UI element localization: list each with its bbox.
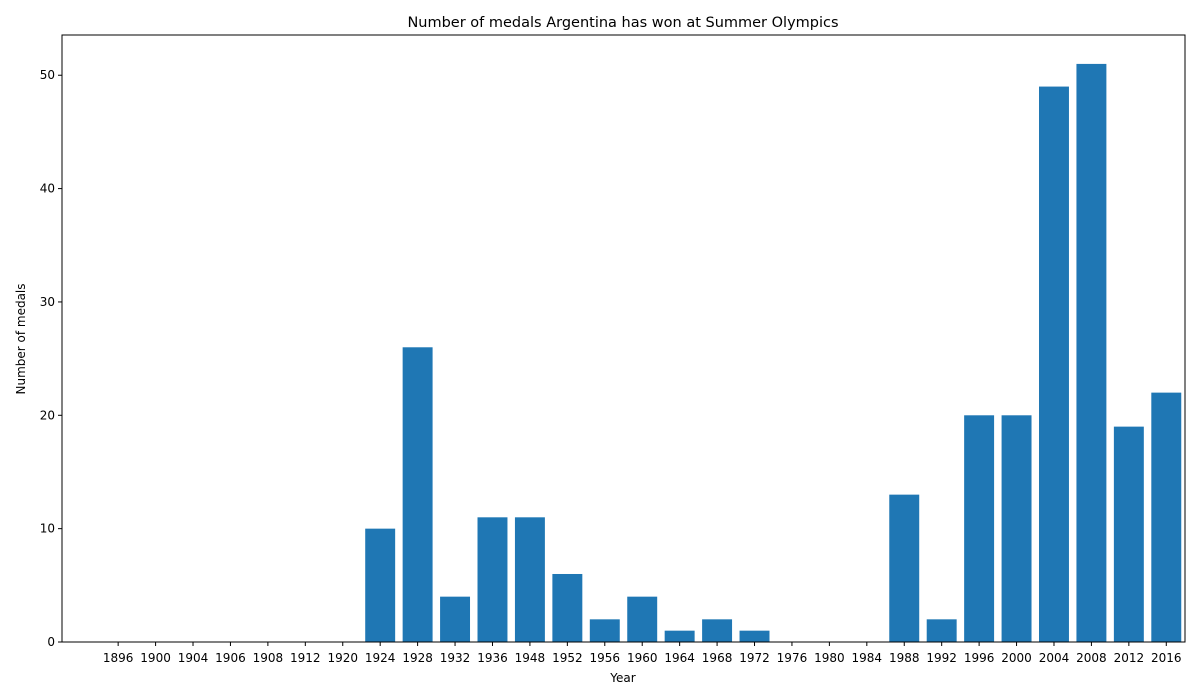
x-tick-label-1984: 1984 (852, 651, 883, 665)
y-tick-label: 10 (40, 522, 55, 536)
bar-1932 (440, 596, 471, 642)
bar-1964 (664, 630, 695, 642)
x-tick-label-1936: 1936 (477, 651, 508, 665)
x-tick-label-1988: 1988 (889, 651, 920, 665)
x-tick-label-1928: 1928 (402, 651, 433, 665)
x-tick-label-1948: 1948 (515, 651, 546, 665)
x-tick-label-2004: 2004 (1039, 651, 1070, 665)
y-tick-label: 40 (40, 182, 55, 196)
x-tick-label-1896: 1896 (103, 651, 134, 665)
bars-group (365, 63, 1182, 642)
x-tick-label-1900: 1900 (140, 651, 171, 665)
x-axis-label: Year (609, 671, 635, 685)
x-tick-label-1972: 1972 (739, 651, 770, 665)
x-tick-label-1996: 1996 (964, 651, 995, 665)
bar-1960 (627, 596, 658, 642)
y-tick-label: 20 (40, 408, 55, 422)
x-tick-label-1956: 1956 (590, 651, 621, 665)
x-tick-label-1932: 1932 (440, 651, 471, 665)
y-tick-label: 50 (40, 68, 55, 82)
plot-frame (61, 34, 1186, 643)
bar-1936 (477, 517, 508, 642)
bar-1992 (926, 619, 957, 642)
x-tick-label-1980: 1980 (814, 651, 845, 665)
x-tick-label-2008: 2008 (1076, 651, 1107, 665)
bar-1968 (702, 619, 733, 642)
x-tick-label-2012: 2012 (1114, 651, 1145, 665)
x-tick-label-1920: 1920 (327, 651, 358, 665)
x-tick-label-1952: 1952 (552, 651, 583, 665)
bar-1948 (514, 517, 545, 642)
x-tick-label-1904: 1904 (178, 651, 209, 665)
bar-2000 (1001, 415, 1032, 642)
y-tick-label: 0 (47, 635, 55, 649)
bar-1924 (365, 528, 396, 642)
x-tick-label-2000: 2000 (1001, 651, 1032, 665)
x-tick-label-1968: 1968 (702, 651, 733, 665)
x-tick-label-1908: 1908 (253, 651, 284, 665)
bar-1996 (964, 415, 995, 642)
x-tick-label-1924: 1924 (365, 651, 396, 665)
x-axis-ticks: 1896 1900 1904 1906 1908 1912 1920 1924 1928 1932… (103, 642, 1182, 665)
bar-1988 (889, 494, 920, 642)
y-axis-label: Number of medals (14, 283, 28, 394)
bar-2012 (1113, 426, 1144, 642)
x-tick-label-1912: 1912 (290, 651, 321, 665)
y-axis-ticks: 0 10 20 30 40 50 (40, 68, 62, 649)
bar-1952 (552, 573, 583, 642)
x-tick-label-1960: 1960 (627, 651, 658, 665)
bar-2008 (1076, 63, 1107, 642)
bar-2004 (1039, 86, 1069, 642)
x-tick-label-2016: 2016 (1151, 651, 1182, 665)
bar-1928 (402, 347, 433, 642)
x-tick-label-1976: 1976 (777, 651, 808, 665)
bar-1956 (589, 619, 620, 642)
x-tick-label-1906: 1906 (215, 651, 246, 665)
chart-title: Number of medals Argentina has won at Su… (407, 15, 838, 31)
bar-2016 (1151, 392, 1182, 642)
x-tick-label-1964: 1964 (664, 651, 695, 665)
y-tick-label: 30 (40, 295, 55, 309)
bar-1972 (739, 630, 770, 642)
x-tick-label-1992: 1992 (926, 651, 957, 665)
